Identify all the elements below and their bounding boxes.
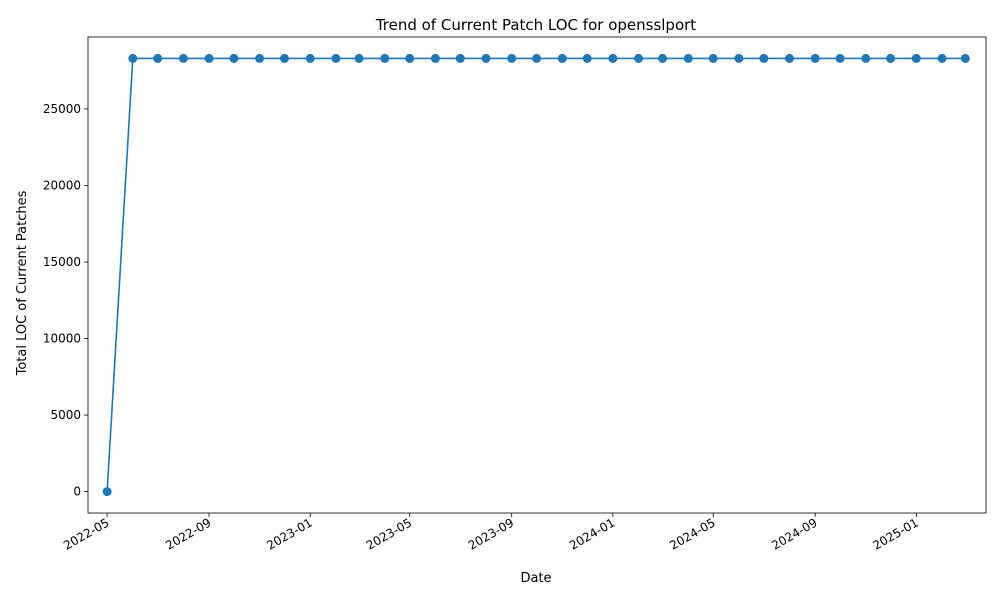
y-tick-label: 0 <box>73 485 81 499</box>
data-point <box>532 53 542 63</box>
x-tick-label: 2024-09 <box>769 515 819 552</box>
data-point <box>481 53 491 63</box>
y-tick-label: 15000 <box>43 255 81 269</box>
data-point <box>734 53 744 63</box>
y-tick-label: 20000 <box>43 178 81 192</box>
data-point <box>455 53 465 63</box>
x-tick-label: 2024-05 <box>667 515 717 552</box>
y-axis-label: Total LOC of Current Patches <box>15 190 30 376</box>
data-point <box>911 53 921 63</box>
y-tick-label: 25000 <box>43 102 81 116</box>
data-point <box>128 53 138 63</box>
x-axis-ticks: 2022-05 2022-09 2023-01 2023-05 2023-09 2024-… <box>61 513 921 553</box>
data-point <box>280 53 289 63</box>
data-point <box>507 53 517 63</box>
chart-title: Trend of Current Patch LOC for opensslpo… <box>375 16 696 34</box>
x-tick-label: 2022-09 <box>163 515 213 552</box>
data-point <box>582 53 592 63</box>
data-point <box>153 53 163 63</box>
data-point <box>354 53 364 63</box>
x-tick-label: 2023-09 <box>466 515 516 552</box>
series-line <box>106 57 966 492</box>
data-point <box>405 53 415 63</box>
data-point <box>305 53 315 63</box>
data-point <box>759 53 769 63</box>
y-axis-ticks: 0 5000 10000 15000 20000 25000 <box>43 102 88 499</box>
data-point <box>937 53 947 63</box>
data-point <box>886 53 896 63</box>
series-layer <box>102 53 970 497</box>
data-point <box>229 53 239 63</box>
data-point <box>102 487 112 497</box>
data-point <box>178 53 188 63</box>
data-point <box>608 53 618 63</box>
data-point <box>658 53 668 63</box>
x-tick-label: 2025-01 <box>870 515 920 552</box>
data-point <box>683 53 693 63</box>
data-point <box>204 53 214 63</box>
data-point <box>331 53 341 63</box>
x-tick-label: 2022-05 <box>61 515 111 552</box>
data-point <box>960 53 970 63</box>
data-point <box>708 53 718 63</box>
data-point <box>430 53 440 63</box>
y-tick-label: 10000 <box>43 332 81 346</box>
x-axis-label: Date <box>520 571 551 586</box>
data-point <box>634 53 644 63</box>
data-point <box>835 53 845 63</box>
x-tick-label: 2023-05 <box>364 515 414 552</box>
x-tick-label: 2024-01 <box>567 515 617 552</box>
x-tick-label: 2023-01 <box>264 515 314 552</box>
y-tick-label: 5000 <box>50 408 81 422</box>
data-point <box>861 53 871 63</box>
data-point <box>810 53 820 63</box>
data-point <box>380 53 390 63</box>
plot-area <box>87 36 987 514</box>
data-point <box>557 53 567 63</box>
data-point <box>785 53 794 63</box>
data-point <box>255 53 265 63</box>
plot-frame <box>87 36 987 514</box>
